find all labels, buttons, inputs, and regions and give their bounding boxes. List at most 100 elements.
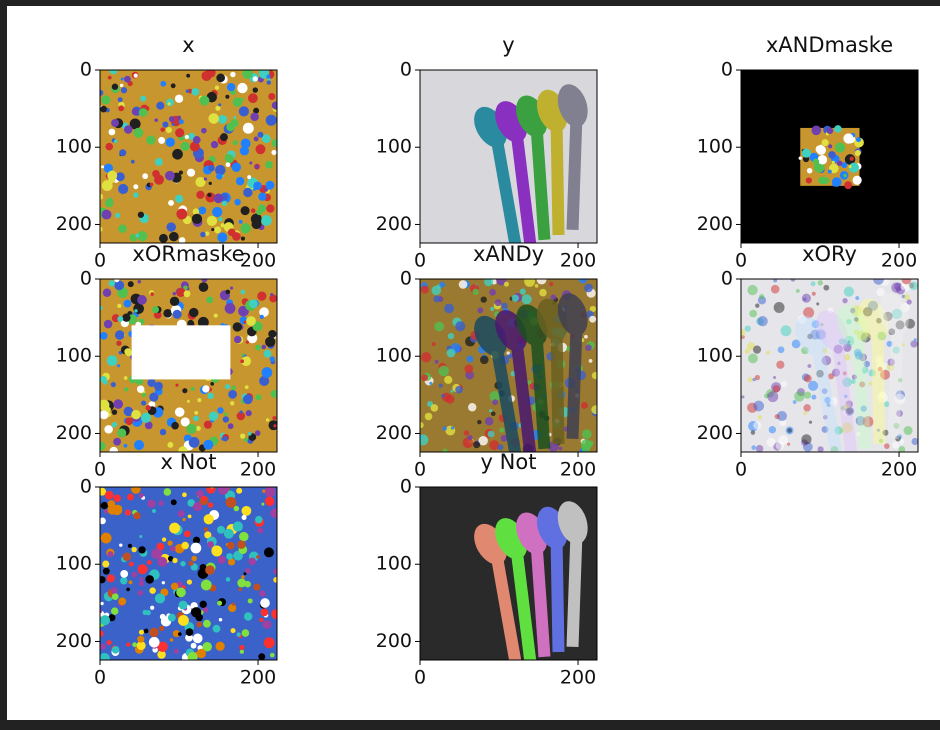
image-dot bbox=[464, 430, 469, 435]
image-dot bbox=[131, 410, 140, 419]
image-dot bbox=[200, 232, 205, 237]
image-dot bbox=[751, 430, 756, 435]
image-dot bbox=[175, 128, 184, 137]
image-dot bbox=[171, 422, 179, 430]
image-dot bbox=[168, 614, 176, 622]
image-dot bbox=[265, 161, 273, 169]
image-dot bbox=[909, 282, 917, 290]
image-dot bbox=[826, 127, 833, 134]
image-dot bbox=[221, 116, 227, 122]
image-dot bbox=[451, 426, 454, 429]
image-dot bbox=[766, 351, 770, 355]
y-tick-label: 200 bbox=[56, 630, 92, 652]
image-dot bbox=[811, 395, 816, 400]
image-dot bbox=[246, 410, 252, 416]
image-dot bbox=[771, 285, 780, 294]
image-dot bbox=[111, 587, 118, 594]
image-dot bbox=[209, 411, 218, 420]
image-dot bbox=[253, 584, 260, 591]
image-dot bbox=[228, 229, 236, 237]
image-dot bbox=[118, 506, 122, 510]
image-dot bbox=[260, 598, 270, 608]
image-dot bbox=[174, 649, 179, 654]
image-dot bbox=[589, 359, 593, 363]
image-dot bbox=[455, 321, 465, 331]
image-dot bbox=[582, 429, 592, 439]
image-dot bbox=[233, 140, 238, 145]
y-tick-label: 100 bbox=[56, 345, 92, 367]
image-dot bbox=[142, 610, 147, 615]
image-dot bbox=[236, 488, 242, 494]
image-dot bbox=[209, 182, 212, 185]
image-dot bbox=[128, 281, 134, 287]
image-dot bbox=[776, 441, 784, 449]
image-dot bbox=[101, 502, 108, 509]
image-dot bbox=[104, 509, 108, 513]
image-dot bbox=[745, 325, 751, 331]
image-dot bbox=[236, 632, 240, 636]
image-dot bbox=[231, 628, 236, 633]
image-dot bbox=[832, 161, 835, 164]
image-dot bbox=[112, 409, 117, 414]
image-dot bbox=[522, 294, 532, 304]
image-dot bbox=[211, 546, 222, 557]
image-dot bbox=[186, 424, 196, 434]
image bbox=[417, 275, 623, 463]
image-dot bbox=[520, 288, 526, 294]
image-dot bbox=[126, 642, 130, 646]
image-dot bbox=[170, 638, 174, 642]
image-dot bbox=[253, 76, 258, 81]
image-dot bbox=[249, 162, 252, 165]
image-dot bbox=[105, 143, 113, 151]
image-dot bbox=[823, 177, 830, 184]
image-dot bbox=[492, 399, 498, 405]
image-dot bbox=[167, 222, 176, 231]
image-dot bbox=[111, 119, 119, 127]
image-dot bbox=[181, 142, 190, 151]
image-dot bbox=[581, 402, 588, 409]
image-dot bbox=[203, 620, 211, 628]
image-dot bbox=[208, 502, 214, 508]
image-dot bbox=[794, 391, 805, 402]
image-dot bbox=[216, 74, 225, 83]
image-dot bbox=[434, 322, 444, 332]
image-dot bbox=[194, 411, 198, 415]
image-dot bbox=[811, 281, 816, 286]
image-dot bbox=[202, 385, 209, 392]
image-dot bbox=[179, 601, 188, 610]
image-dot bbox=[822, 139, 829, 146]
image-dot bbox=[118, 184, 128, 194]
image-dot bbox=[193, 416, 199, 422]
y-tick-label: 200 bbox=[376, 213, 412, 235]
x-tick-label: 0 bbox=[735, 250, 747, 272]
image-dot bbox=[512, 295, 519, 302]
image-dot bbox=[155, 158, 163, 166]
image-dot bbox=[823, 285, 829, 291]
image-dot bbox=[201, 580, 212, 591]
y-tick-label: 200 bbox=[56, 422, 92, 444]
image-dot bbox=[162, 581, 165, 584]
image-dot bbox=[581, 444, 590, 453]
image-dot bbox=[256, 394, 262, 400]
image-dot bbox=[225, 154, 233, 162]
image-dot bbox=[253, 182, 261, 190]
image-dot bbox=[799, 156, 802, 159]
image-dot bbox=[270, 356, 275, 361]
image-dot bbox=[178, 632, 182, 636]
image-dot bbox=[120, 84, 123, 87]
image-dot bbox=[197, 649, 206, 658]
image-dot bbox=[807, 364, 811, 368]
image-dot bbox=[254, 136, 259, 141]
image-dot bbox=[473, 289, 479, 295]
image-dot bbox=[834, 125, 841, 132]
image-dot bbox=[273, 424, 276, 427]
image-dot bbox=[435, 360, 439, 364]
image-dot bbox=[832, 183, 836, 187]
image-dot bbox=[237, 540, 246, 549]
image-dot bbox=[217, 601, 222, 606]
image-dot bbox=[121, 87, 127, 93]
x-tick-label: 0 bbox=[414, 459, 426, 481]
x-tick-label: 200 bbox=[560, 667, 596, 689]
image-dot bbox=[113, 399, 123, 409]
x-tick-label: 0 bbox=[735, 459, 747, 481]
